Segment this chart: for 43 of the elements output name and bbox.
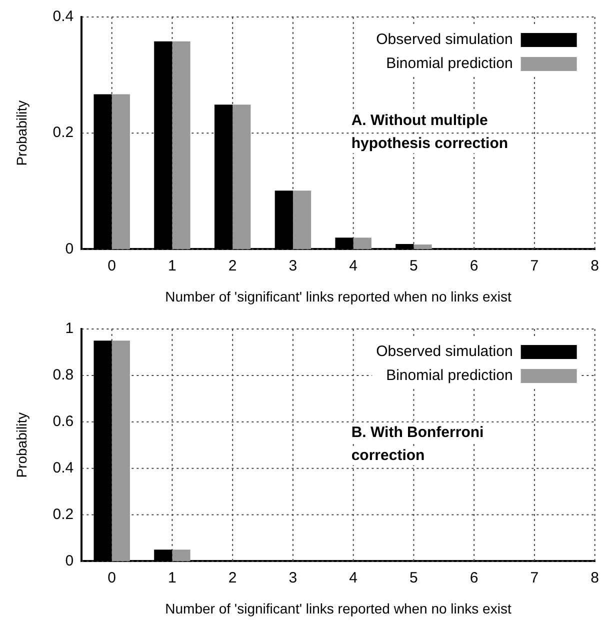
y-tick-label: 0 xyxy=(65,240,74,258)
x-tick-label: 8 xyxy=(590,257,599,274)
bar xyxy=(414,244,432,250)
legend-label: Observed simulation xyxy=(376,343,513,360)
x-tick-label: 2 xyxy=(228,257,237,274)
x-tick-label: 8 xyxy=(590,569,599,586)
bar xyxy=(112,94,130,250)
legend-label: Observed simulation xyxy=(376,31,513,48)
x-tick-label: 7 xyxy=(530,257,539,274)
bar xyxy=(292,190,312,250)
x-tick-label: 3 xyxy=(288,569,298,586)
y-tick-label: 0.6 xyxy=(52,413,74,430)
x-tick-label: 7 xyxy=(530,569,539,586)
legend-label: Binomial prediction xyxy=(386,367,513,384)
annotation: A. Without multiple hypothesis correction xyxy=(351,112,508,152)
y-tick-label: 0.2 xyxy=(52,506,74,523)
bar xyxy=(172,41,190,250)
x-tick-label: 0 xyxy=(108,257,116,274)
y-tick-label: 0 xyxy=(65,552,74,570)
x-tick-label: 6 xyxy=(470,569,478,586)
y-tick-label: 0.8 xyxy=(52,366,74,384)
x-axis-title: Number of 'significant' links reported when no links exist xyxy=(165,288,512,304)
x-tick-label: 4 xyxy=(349,569,358,586)
x-tick-label: 5 xyxy=(410,257,418,274)
y-tick-label: 0.4 xyxy=(52,459,74,476)
bar xyxy=(353,238,372,250)
y-axis-title: Probability xyxy=(13,100,30,166)
x-tick-label: 1 xyxy=(168,569,176,586)
x-tick-label: 3 xyxy=(288,257,298,274)
y-axis-title: Probability xyxy=(13,412,30,478)
x-tick-label: 0 xyxy=(108,569,116,586)
y-tick-label: 1 xyxy=(65,320,74,338)
y-tick-label: 0.4 xyxy=(52,8,74,26)
x-axis-title: Number of 'significant' links reported when no links exist xyxy=(165,600,512,616)
y-tick-label: 0.2 xyxy=(52,124,74,142)
annotation: B. With Bonferroni correction xyxy=(351,424,484,464)
x-tick-label: 6 xyxy=(470,257,478,274)
x-tick-label: 2 xyxy=(228,569,237,586)
legend-label: Binomial prediction xyxy=(386,55,513,72)
bar xyxy=(232,104,251,250)
x-tick-label: 1 xyxy=(168,257,176,274)
x-tick-label: 4 xyxy=(349,257,358,274)
x-tick-label: 5 xyxy=(410,569,418,586)
